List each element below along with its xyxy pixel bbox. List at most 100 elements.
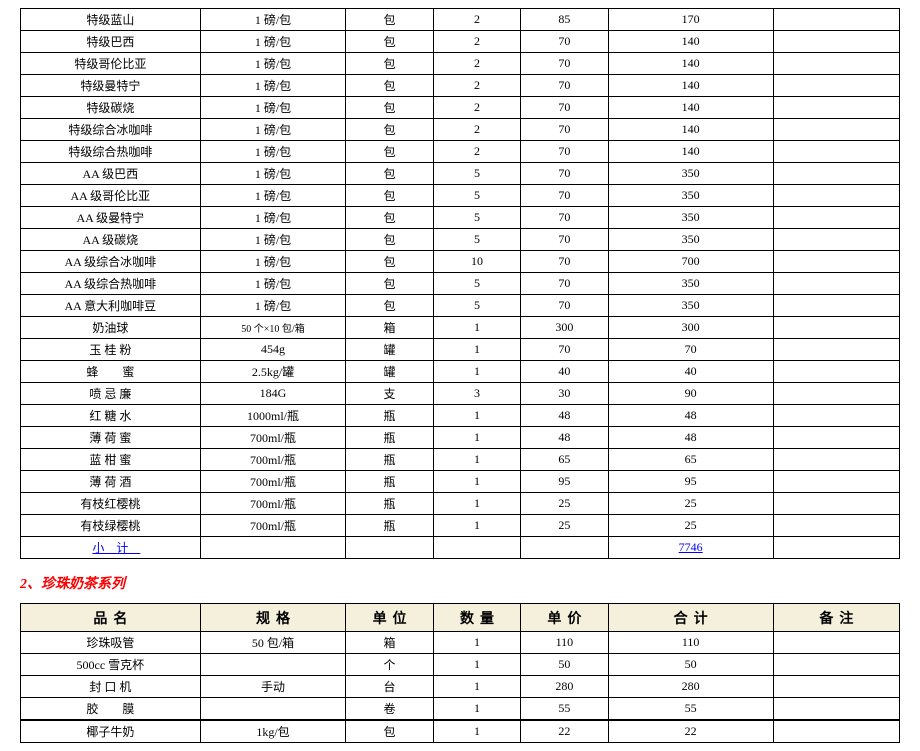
cell-name: AA 级巴西	[21, 163, 201, 185]
cell-name: 珍珠吸管	[21, 632, 201, 654]
cell-name: 蜂 蜜	[21, 361, 201, 383]
cell-unit: 箱	[346, 632, 433, 654]
cell-total: 350	[608, 207, 773, 229]
cell-price: 110	[521, 632, 608, 654]
cell-total: 70	[608, 339, 773, 361]
cell-spec: 1 磅/包	[200, 97, 346, 119]
cell-spec: 700ml/瓶	[200, 471, 346, 493]
cell-total: 350	[608, 295, 773, 317]
cell-note	[773, 75, 899, 97]
cell-spec: 2.5kg/罐	[200, 361, 346, 383]
cell-unit: 罐	[346, 339, 433, 361]
cell-spec: 1 磅/包	[200, 163, 346, 185]
cell-spec: 50 个×10 包/箱	[200, 317, 346, 339]
cell-name: 薄 荷 蜜	[21, 427, 201, 449]
cell-unit: 包	[346, 251, 433, 273]
cell-qty: 2	[433, 97, 520, 119]
cell-name: 特级综合热咖啡	[21, 141, 201, 163]
table-row: AA 意大利咖啡豆1 磅/包包570350	[21, 295, 900, 317]
cell-unit: 箱	[346, 317, 433, 339]
cell-note	[773, 427, 899, 449]
cell-qty: 5	[433, 163, 520, 185]
table-row: AA 级哥伦比亚1 磅/包包570350	[21, 185, 900, 207]
col-qty: 数量	[433, 604, 520, 632]
cell-price: 70	[521, 339, 608, 361]
cell-name: 特级曼特宁	[21, 75, 201, 97]
cell-name: 椰子牛奶	[21, 720, 201, 743]
cell-name: 有枝红樱桃	[21, 493, 201, 515]
cell-name: 特级碳烧	[21, 97, 201, 119]
cell-total: 300	[608, 317, 773, 339]
cell-spec: 1 磅/包	[200, 185, 346, 207]
cell-qty: 2	[433, 75, 520, 97]
cell-note	[773, 383, 899, 405]
cell-unit: 包	[346, 185, 433, 207]
cell-note	[773, 295, 899, 317]
cell-total: 50	[608, 654, 773, 676]
cell-note	[773, 405, 899, 427]
table-row: 特级碳烧1 磅/包包270140	[21, 97, 900, 119]
table-row: 蓝 柑 蜜700ml/瓶瓶16565	[21, 449, 900, 471]
cell-unit: 包	[346, 229, 433, 251]
table-row: 特级巴西1 磅/包包270140	[21, 31, 900, 53]
cell-qty: 2	[433, 141, 520, 163]
cell-qty: 1	[433, 471, 520, 493]
cell-price: 22	[521, 720, 608, 743]
cell-spec: 1 磅/包	[200, 207, 346, 229]
cell-total: 95	[608, 471, 773, 493]
cell-note	[773, 207, 899, 229]
cell-note	[773, 632, 899, 654]
cell-price: 48	[521, 427, 608, 449]
cell-total: 350	[608, 229, 773, 251]
cell-unit: 包	[346, 141, 433, 163]
table-row: 500cc 雪克杯个15050	[21, 654, 900, 676]
cell-qty: 2	[433, 9, 520, 31]
cell-price: 25	[521, 515, 608, 537]
cell-qty: 1	[433, 698, 520, 721]
cell-unit: 包	[346, 207, 433, 229]
cell-price: 300	[521, 317, 608, 339]
cell-price: 70	[521, 229, 608, 251]
table-row: AA 级综合冰咖啡1 磅/包包1070700	[21, 251, 900, 273]
subtotal-row: 小计7746	[21, 537, 900, 559]
table-row: 特级曼特宁1 磅/包包270140	[21, 75, 900, 97]
cell-total: 140	[608, 75, 773, 97]
cell-price: 40	[521, 361, 608, 383]
cell-unit: 瓶	[346, 449, 433, 471]
cell-price: 85	[521, 9, 608, 31]
cell-name: 玉 桂 粉	[21, 339, 201, 361]
cell-name: 红 糖 水	[21, 405, 201, 427]
cell-name: AA 意大利咖啡豆	[21, 295, 201, 317]
cell-spec: 1000ml/瓶	[200, 405, 346, 427]
cell-spec: 1 磅/包	[200, 251, 346, 273]
cell-spec: 50 包/箱	[200, 632, 346, 654]
cell-qty: 1	[433, 632, 520, 654]
cell-spec: 1 磅/包	[200, 273, 346, 295]
cell-name: 蓝 柑 蜜	[21, 449, 201, 471]
table-row: 胶 膜卷15555	[21, 698, 900, 721]
cell-price: 70	[521, 185, 608, 207]
cell-total: 48	[608, 405, 773, 427]
table-row: AA 级巴西1 磅/包包570350	[21, 163, 900, 185]
cell-note	[773, 53, 899, 75]
cell-spec: 454g	[200, 339, 346, 361]
cell-total: 55	[608, 698, 773, 721]
cell-note	[773, 273, 899, 295]
table-row: 蜂 蜜2.5kg/罐罐14040	[21, 361, 900, 383]
cell-qty: 3	[433, 383, 520, 405]
table-row: 红 糖 水1000ml/瓶瓶14848	[21, 405, 900, 427]
cell-note	[773, 185, 899, 207]
cell-unit: 台	[346, 676, 433, 698]
cell-spec: 1 磅/包	[200, 53, 346, 75]
cell-unit: 包	[346, 75, 433, 97]
cell-total: 170	[608, 9, 773, 31]
cell-qty: 1	[433, 449, 520, 471]
cell-total: 140	[608, 31, 773, 53]
cell-note	[773, 163, 899, 185]
table-row: 珍珠吸管50 包/箱箱1110110	[21, 632, 900, 654]
cell-total: 140	[608, 53, 773, 75]
cell-qty: 1	[433, 720, 520, 743]
cell-spec: 1kg/包	[200, 720, 346, 743]
cell-note	[773, 97, 899, 119]
table-2-header: 品名 规格 单位 数量 单价 合计 备注	[21, 604, 900, 632]
